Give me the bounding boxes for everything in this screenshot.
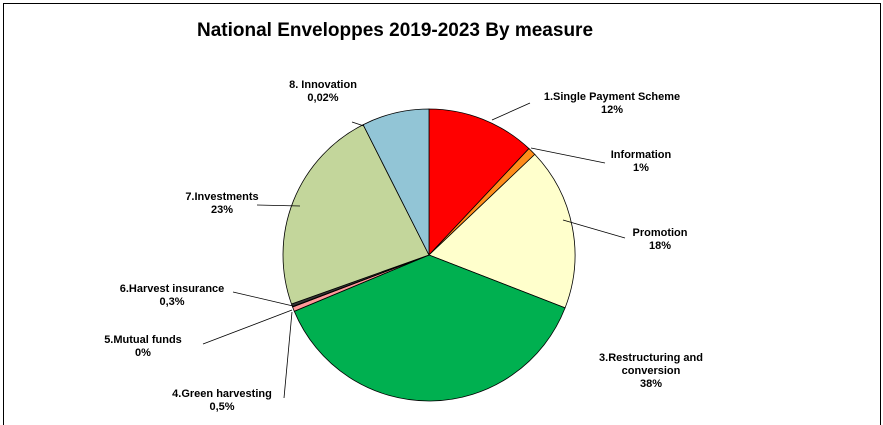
pie-label-9: 8. Innovation 0,02% [289,79,357,104]
pie-label-6: 5.Mutual funds 0% [104,334,182,359]
pie-leader-lines [202,102,626,399]
pie-slice-8 [282,124,430,305]
pie-leader-1 [491,102,531,121]
pie-leader-2 [530,147,606,164]
pie-label-5: 4.Green harvesting 0,5% [172,388,272,413]
pie-slices [282,108,576,402]
pie-label-8: 7.Investments 23% [185,191,258,216]
pie-slice-1 [428,108,530,257]
pie-leader-7 [232,291,294,307]
pie-slice-3 [428,153,576,309]
pie-slice-4 [293,254,566,402]
pie-label-1: 1.Single Payment Scheme 12% [544,91,680,116]
pie-slice-9 [362,108,430,256]
pie-leader-3 [562,219,626,239]
chart-title: National Enveloppes 2019-2023 By measure [196,20,594,41]
pie-leader-5 [283,311,293,399]
chart-frame [3,3,881,425]
pie-labels: 1.Single Payment Scheme 12% Information 1% P… [104,79,703,413]
pie-leader-8 [256,204,301,207]
pie-label-2: Information 1% [611,149,672,174]
pie-label-3: Promotion 18% [633,227,688,252]
pie-label-4: 3.Restructuring and conversion 38% [599,352,703,390]
pie-leader-9 [351,121,365,127]
pie-leader-6 [202,309,293,345]
pie-label-7: 6.Harvest insurance 0,3% [120,283,225,308]
